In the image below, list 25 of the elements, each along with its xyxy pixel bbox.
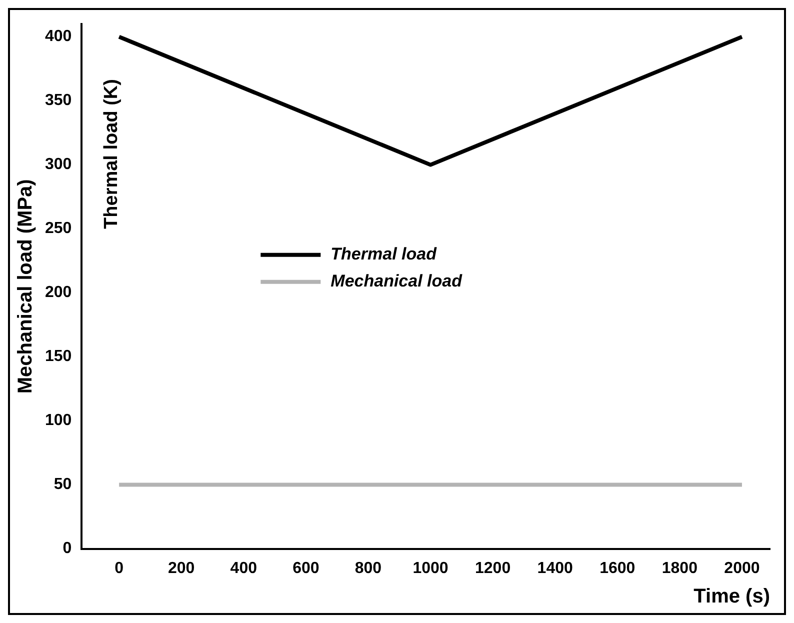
x-tick-label: 1400 [537,560,573,577]
x-tick-label: 0 [114,560,124,577]
y-axis-title: Mechanical load (MPa) [14,179,37,394]
x-tick-label: 1800 [662,560,698,577]
legend-label: Mechanical load [330,272,463,291]
x-tick-label: 2000 [724,560,760,577]
y-tick-label: 100 [44,412,72,430]
annotation: Thermal load (K) [100,79,122,229]
y-tick-label: 400 [44,28,72,46]
y-tick-label: 350 [44,92,72,110]
x-axis-title: Time (s) [694,586,770,608]
x-tick-label: 200 [168,560,195,577]
x-tick-label: 1600 [600,560,636,577]
y-tick-label: 250 [44,220,72,238]
x-tick-label: 1000 [412,560,448,577]
x-tick-label: 400 [230,560,258,577]
y-tick-label: 0 [62,540,72,558]
x-tick-label: 600 [292,560,320,577]
x-tick-label: 800 [354,560,382,577]
legend-label: Thermal load [330,244,438,264]
y-tick-label: 150 [44,348,72,366]
y-tick-label: 50 [54,476,72,494]
y-tick-label: 300 [44,156,72,174]
x-tick-label: 1200 [475,560,511,577]
y-tick-label: 200 [44,284,72,302]
